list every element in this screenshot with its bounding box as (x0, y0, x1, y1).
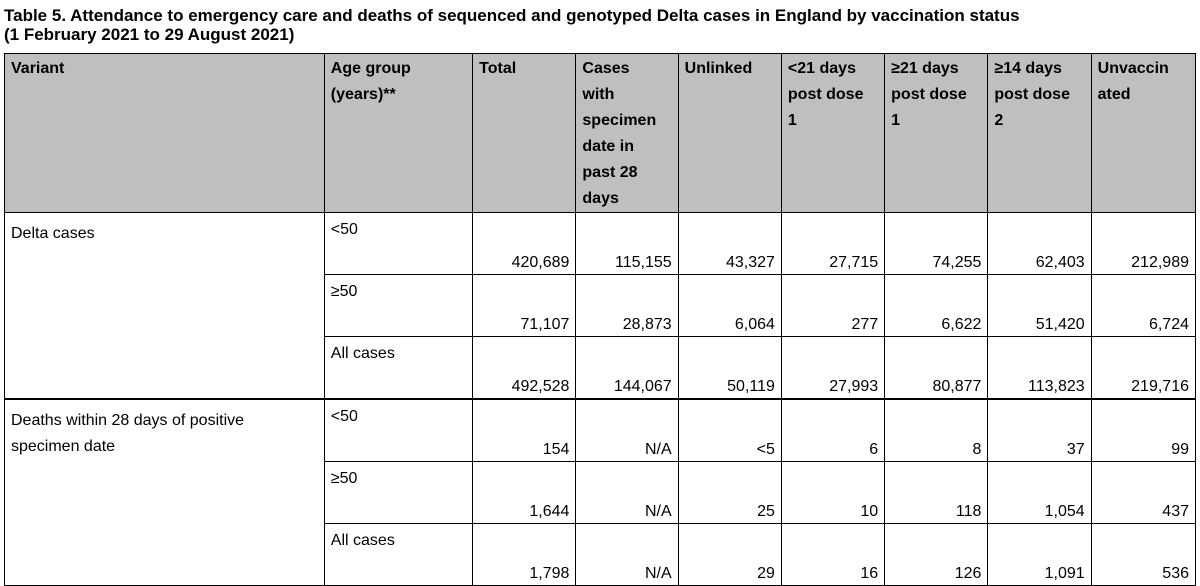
unlinked-cell: 6,064 (677, 274, 782, 337)
table-title: Table 5. Attendance to emergency care an… (4, 6, 1196, 44)
ge21-cell: 6,622 (884, 274, 989, 337)
cases28-cell: 144,067 (575, 336, 679, 400)
unlinked-cell: 43,327 (677, 212, 782, 275)
cases28-cell: N/A (575, 398, 679, 462)
header-unvaccinated: Unvaccin ated (1090, 53, 1197, 213)
total-cell: 154 (472, 398, 577, 462)
unvacc-cell: 437 (1090, 461, 1197, 524)
lt21-cell: 27,715 (780, 212, 886, 275)
group-delta-cases: Delta cases (4, 212, 325, 400)
age-cell: ≥50 (323, 274, 474, 337)
cases28-cell: N/A (575, 461, 679, 524)
unlinked-cell: 29 (677, 523, 782, 586)
title-line-1: Table 5. Attendance to emergency care an… (4, 6, 1020, 25)
cases28-cell: 28,873 (575, 274, 679, 337)
unvacc-cell: 212,989 (1090, 212, 1197, 275)
lt21-cell: 27,993 (780, 336, 886, 400)
cases28-cell: 115,155 (575, 212, 679, 275)
title-line-2: (1 February 2021 to 29 August 2021) (4, 25, 295, 44)
header-ge21-dose1: ≥21 days post dose 1 (884, 53, 989, 213)
unlinked-cell: <5 (677, 398, 782, 462)
header-age-group: Age group (years)** (323, 53, 474, 213)
ge14-cell: 1,091 (987, 523, 1092, 586)
header-unlinked: Unlinked (677, 53, 782, 213)
lt21-cell: 6 (780, 398, 886, 462)
ge14-cell: 1,054 (987, 461, 1092, 524)
header-row: Variant Age group (years)** Total Cases wi… (4, 53, 1197, 213)
ge21-cell: 126 (884, 523, 989, 586)
ge14-cell: 62,403 (987, 212, 1092, 275)
ge21-cell: 80,877 (884, 336, 989, 400)
ge14-cell: 113,823 (987, 336, 1092, 400)
table-row: ≥50 71,107 28,873 6,064 277 6,622 51,420… (5, 274, 1197, 337)
header-lt21-dose1: <21 days post dose 1 (780, 53, 886, 213)
ge14-cell: 51,420 (987, 274, 1092, 337)
data-table: Variant Age group (years)** Total Cases wi… (4, 53, 1197, 586)
unlinked-cell: 50,119 (677, 336, 782, 400)
total-cell: 420,689 (472, 212, 577, 275)
table-row: Delta cases <50 420,689 115,155 43,327 2… (4, 212, 1197, 400)
lt21-cell: 10 (780, 461, 886, 524)
table-row: Deaths within 28 days of positive specime… (4, 398, 1197, 586)
group-deaths: Deaths within 28 days of positive specime… (4, 398, 325, 586)
age-cell: <50 (323, 398, 474, 462)
ge21-cell: 118 (884, 461, 989, 524)
total-cell: 1,644 (472, 461, 577, 524)
total-cell: 492,528 (472, 336, 577, 400)
unvacc-cell: 219,716 (1090, 336, 1197, 400)
header-total: Total (472, 53, 577, 213)
ge21-cell: 8 (884, 398, 989, 462)
lt21-cell: 277 (780, 274, 886, 337)
table-row: All cases 1,798 N/A 29 16 126 1,091 536 (5, 523, 1197, 586)
age-cell: All cases (323, 523, 474, 586)
unvacc-cell: 6,724 (1090, 274, 1197, 337)
unvacc-cell: 99 (1090, 398, 1197, 462)
age-cell: All cases (323, 336, 474, 400)
age-cell: <50 (323, 212, 474, 275)
unlinked-cell: 25 (677, 461, 782, 524)
table-row: ≥50 1,644 N/A 25 10 118 1,054 437 (5, 461, 1197, 524)
ge21-cell: 74,255 (884, 212, 989, 275)
total-cell: 1,798 (472, 523, 577, 586)
unvacc-cell: 536 (1090, 523, 1197, 586)
header-variant: Variant (4, 53, 325, 213)
header-ge14-dose2: ≥14 days post dose 2 (987, 53, 1092, 213)
cases28-cell: N/A (575, 523, 679, 586)
ge14-cell: 37 (987, 398, 1092, 462)
lt21-cell: 16 (780, 523, 886, 586)
age-cell: ≥50 (323, 461, 474, 524)
table-row: All cases 492,528 144,067 50,119 27,993 … (5, 336, 1197, 400)
total-cell: 71,107 (472, 274, 577, 337)
header-cases-28-days: Cases with specimen date in past 28 days (575, 53, 679, 213)
